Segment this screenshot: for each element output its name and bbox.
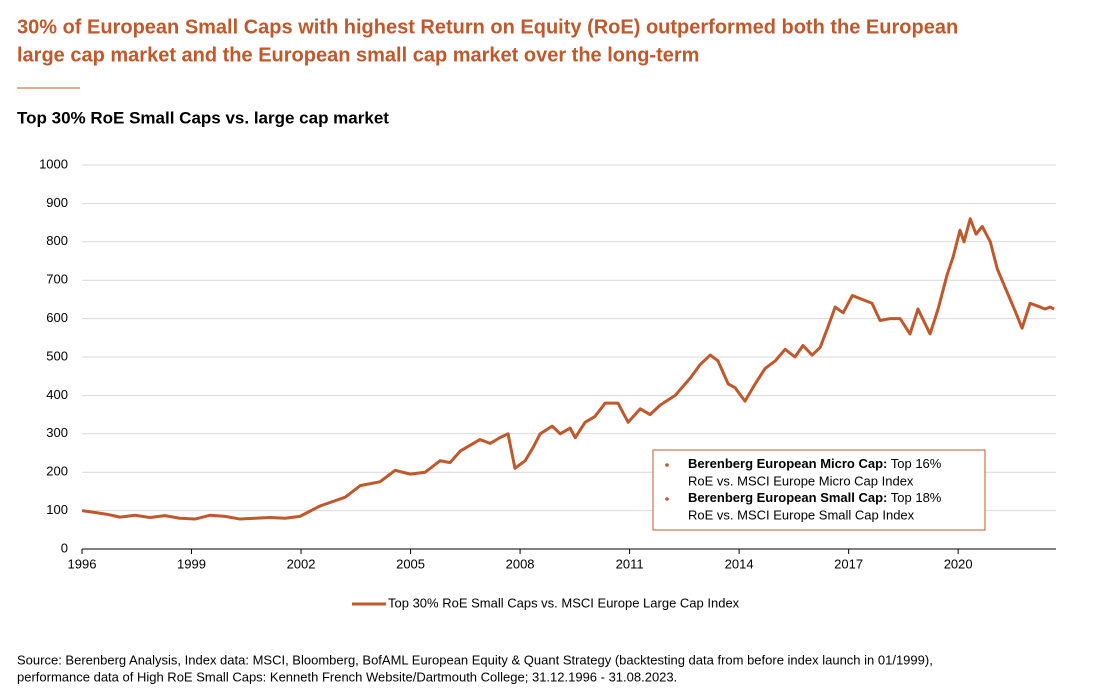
y-tick-label: 300 xyxy=(46,425,68,440)
annotation: RoE vs. MSCI Europe Small Cap Index xyxy=(688,507,915,522)
annotation-bold: Berenberg European Micro Cap: xyxy=(688,456,887,471)
y-tick-label: 900 xyxy=(46,195,68,210)
y-tick-label: 200 xyxy=(46,464,68,479)
chart-title: Top 30% RoE Small Caps vs. large cap mar… xyxy=(17,108,389,127)
bullet xyxy=(665,497,669,501)
source: performance data of High RoE Small Caps:… xyxy=(17,669,677,684)
y-tick-label: 100 xyxy=(46,502,68,517)
title: large cap market and the European small … xyxy=(17,44,699,66)
x-tick-label: 1996 xyxy=(68,556,97,571)
x-tick-label: 2002 xyxy=(287,556,316,571)
x-tick-label: 1999 xyxy=(177,556,206,571)
annotation-text: Top 18% xyxy=(887,490,941,505)
annotation-text: Top 16% xyxy=(887,456,941,471)
annotation: Berenberg European Micro Cap: Top 16% xyxy=(688,456,942,471)
x-tick-label: 2008 xyxy=(506,556,535,571)
title: 30% of European Small Caps with highest … xyxy=(17,16,958,38)
y-tick-label: 600 xyxy=(46,310,68,325)
y-tick-label: 800 xyxy=(46,233,68,248)
annotation-box xyxy=(652,449,986,531)
source: Source: Berenberg Analysis, Index data: … xyxy=(17,652,933,667)
bullet xyxy=(665,463,669,467)
x-tick-label: 2020 xyxy=(944,556,973,571)
annotation: Berenberg European Small Cap: Top 18% xyxy=(688,490,942,505)
x-tick-label: 2005 xyxy=(396,556,425,571)
y-tick-label: 500 xyxy=(46,348,68,363)
y-tick-label: 400 xyxy=(46,387,68,402)
y-tick-label: 0 xyxy=(61,540,68,555)
x-tick-label: 2017 xyxy=(834,556,863,571)
x-tick-label: 2011 xyxy=(616,556,644,571)
annotation: RoE vs. MSCI Europe Micro Cap Index xyxy=(688,473,914,488)
y-tick-label: 1000 xyxy=(39,156,68,171)
annotation-bold: Berenberg European Small Cap: xyxy=(688,490,887,505)
y-tick-label: 700 xyxy=(46,272,68,287)
legend-label: Top 30% RoE Small Caps vs. MSCI Europe L… xyxy=(388,595,740,610)
x-tick-label: 2014 xyxy=(725,556,754,571)
line xyxy=(81,217,1055,521)
